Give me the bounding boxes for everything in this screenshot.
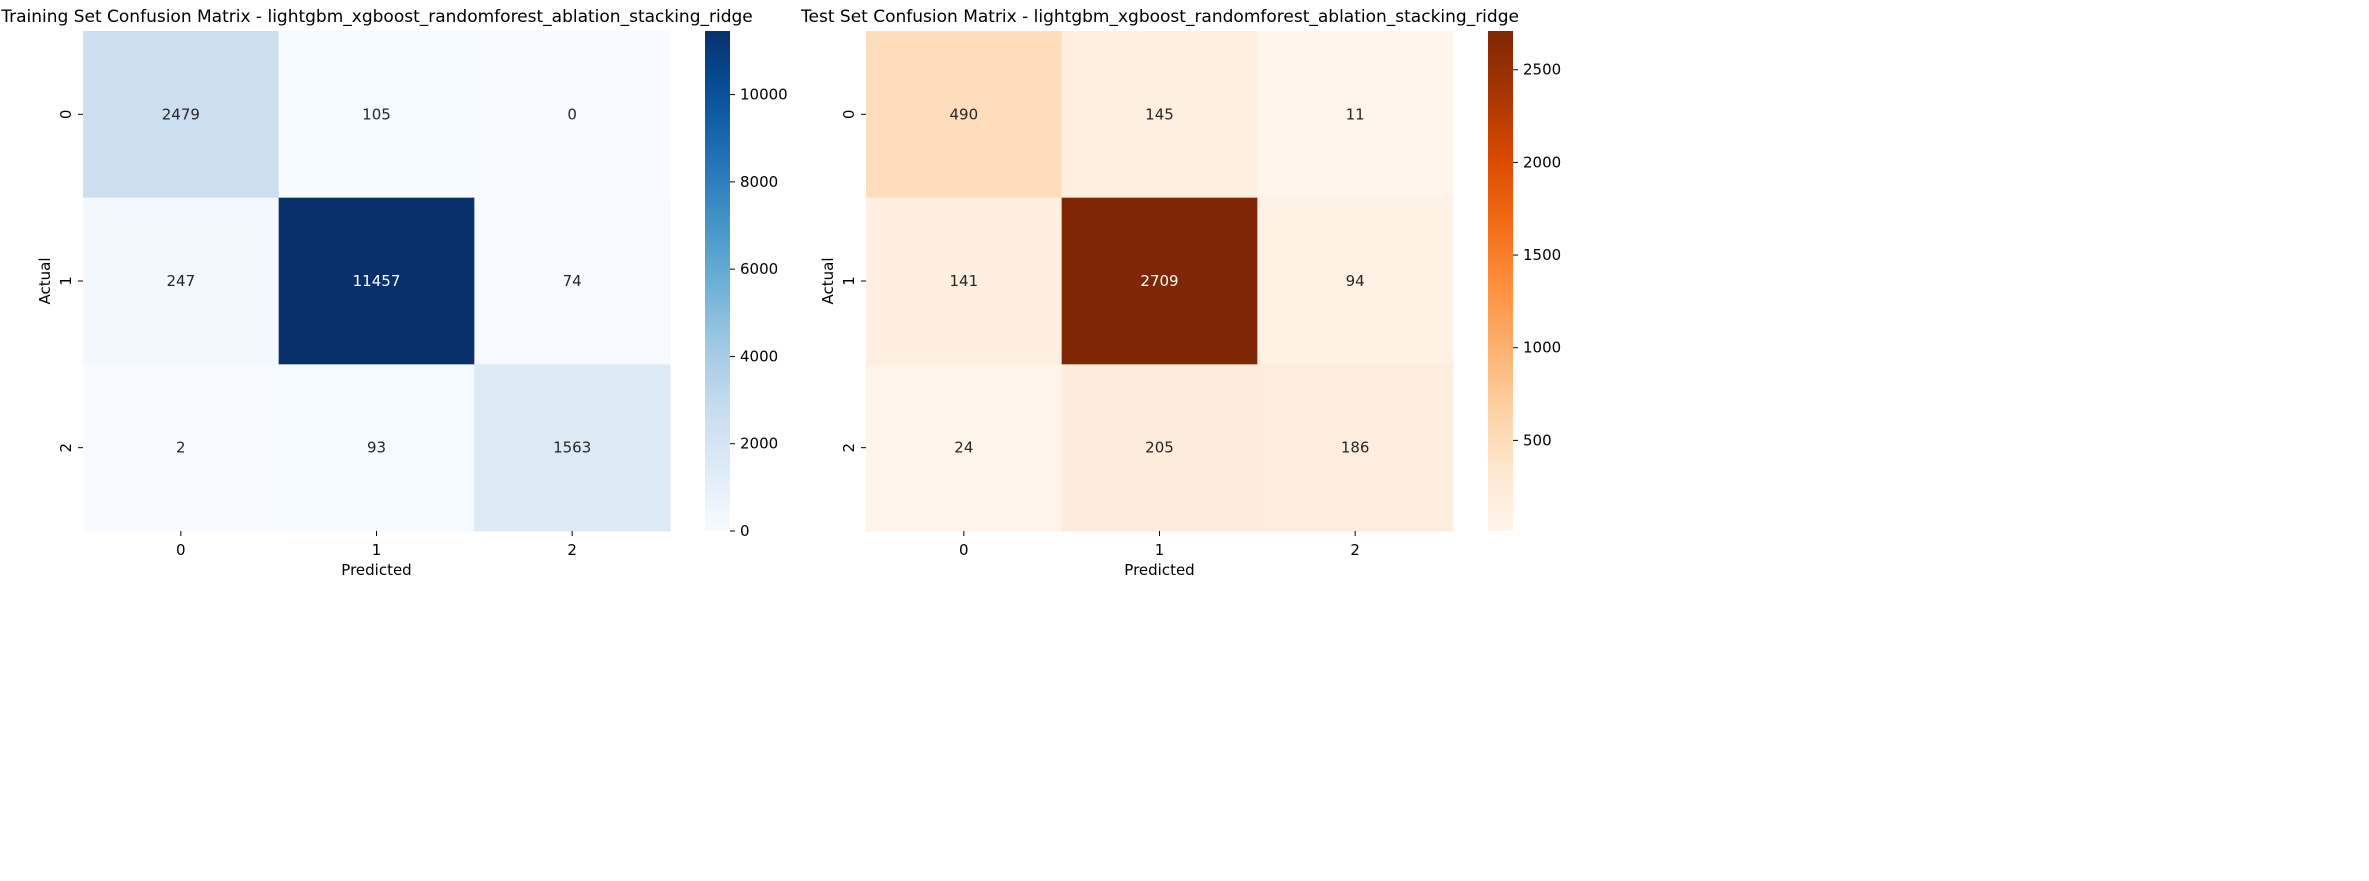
cell-value-label: 11 — [1346, 105, 1365, 123]
heatmap-cell — [278, 31, 475, 199]
y-axis-label: Actual — [819, 258, 837, 305]
heatmap-cell — [474, 364, 671, 532]
cell-value-label: 141 — [950, 272, 979, 290]
heatmap-cell — [1257, 364, 1454, 532]
heatmap-cell — [866, 197, 1063, 365]
cell-value-label: 105 — [362, 105, 391, 123]
cell-value-label: 1563 — [553, 439, 591, 457]
y-tick-label: 2 — [57, 443, 75, 453]
colorbar-tick-label: 4000 — [740, 347, 778, 365]
y-axis-label: Actual — [36, 258, 54, 305]
x-axis-label: Predicted — [341, 561, 411, 579]
colorbar-tick-label: 2000 — [740, 435, 778, 453]
colorbar-tick-label: 2000 — [1523, 153, 1561, 171]
colorbar-tick-label: 2500 — [1523, 61, 1561, 79]
heatmap-cell — [866, 31, 1063, 199]
x-tick-label: 0 — [176, 541, 186, 559]
heatmap-cell — [474, 197, 671, 365]
x-axis-label: Predicted — [1124, 561, 1194, 579]
cell-value-label: 0 — [567, 105, 577, 123]
cell-value-label: 11457 — [353, 272, 401, 290]
y-tick-label: 1 — [57, 276, 75, 286]
heatmap-cell — [474, 31, 671, 199]
heatmap-cell — [1061, 31, 1258, 199]
colorbar-tick-label: 6000 — [740, 260, 778, 278]
colorbar-tick-label: 0 — [740, 522, 750, 540]
colorbar — [705, 31, 730, 531]
y-tick-label: 0 — [840, 110, 858, 120]
cell-value-label: 247 — [167, 272, 196, 290]
heatmap-cell — [278, 364, 475, 532]
cell-value-label: 205 — [1145, 439, 1174, 457]
cell-value-label: 490 — [950, 105, 979, 123]
chart-title: Training Set Confusion Matrix - lightgbm… — [0, 7, 753, 27]
x-tick-label: 2 — [567, 541, 577, 559]
y-tick-label: 2 — [840, 443, 858, 453]
colorbar-tick-label: 8000 — [740, 173, 778, 191]
x-tick-label: 1 — [372, 541, 382, 559]
colorbar — [1488, 31, 1513, 531]
heatmap-cell — [866, 364, 1063, 532]
x-tick-label: 2 — [1350, 541, 1360, 559]
cell-value-label: 93 — [367, 439, 386, 457]
cell-value-label: 2479 — [162, 105, 200, 123]
chart-title: Test Set Confusion Matrix - lightgbm_xgb… — [800, 7, 1519, 27]
heatmap-cell — [83, 31, 280, 199]
cell-value-label: 74 — [563, 272, 582, 290]
colorbar-tick-label: 1000 — [1523, 339, 1561, 357]
y-tick-label: 1 — [840, 276, 858, 286]
heatmap-cell — [1061, 197, 1258, 365]
cell-value-label: 145 — [1145, 105, 1174, 123]
colorbar-tick-label: 1500 — [1523, 246, 1561, 264]
heatmap-cell — [1257, 31, 1454, 199]
cell-value-label: 24 — [954, 439, 973, 457]
heatmap-cell — [83, 364, 280, 532]
cell-value-label: 2 — [176, 439, 186, 457]
cell-value-label: 2709 — [1140, 272, 1178, 290]
cell-value-label: 186 — [1341, 439, 1370, 457]
heatmap-cell — [278, 197, 475, 365]
colorbar-tick-label: 10000 — [740, 86, 788, 104]
heatmap-cell — [1061, 364, 1258, 532]
cell-value-label: 94 — [1346, 272, 1365, 290]
colorbar-tick-label: 500 — [1523, 431, 1552, 449]
y-tick-label: 0 — [57, 110, 75, 120]
heatmap-cell — [83, 197, 280, 365]
x-tick-label: 0 — [959, 541, 969, 559]
x-tick-label: 1 — [1155, 541, 1165, 559]
heatmap-panel-test: Test Set Confusion Matrix - lightgbm_xgb… — [800, 7, 1561, 579]
heatmap-cell — [1257, 197, 1454, 365]
heatmap-panel-training: Training Set Confusion Matrix - lightgbm… — [0, 7, 787, 579]
